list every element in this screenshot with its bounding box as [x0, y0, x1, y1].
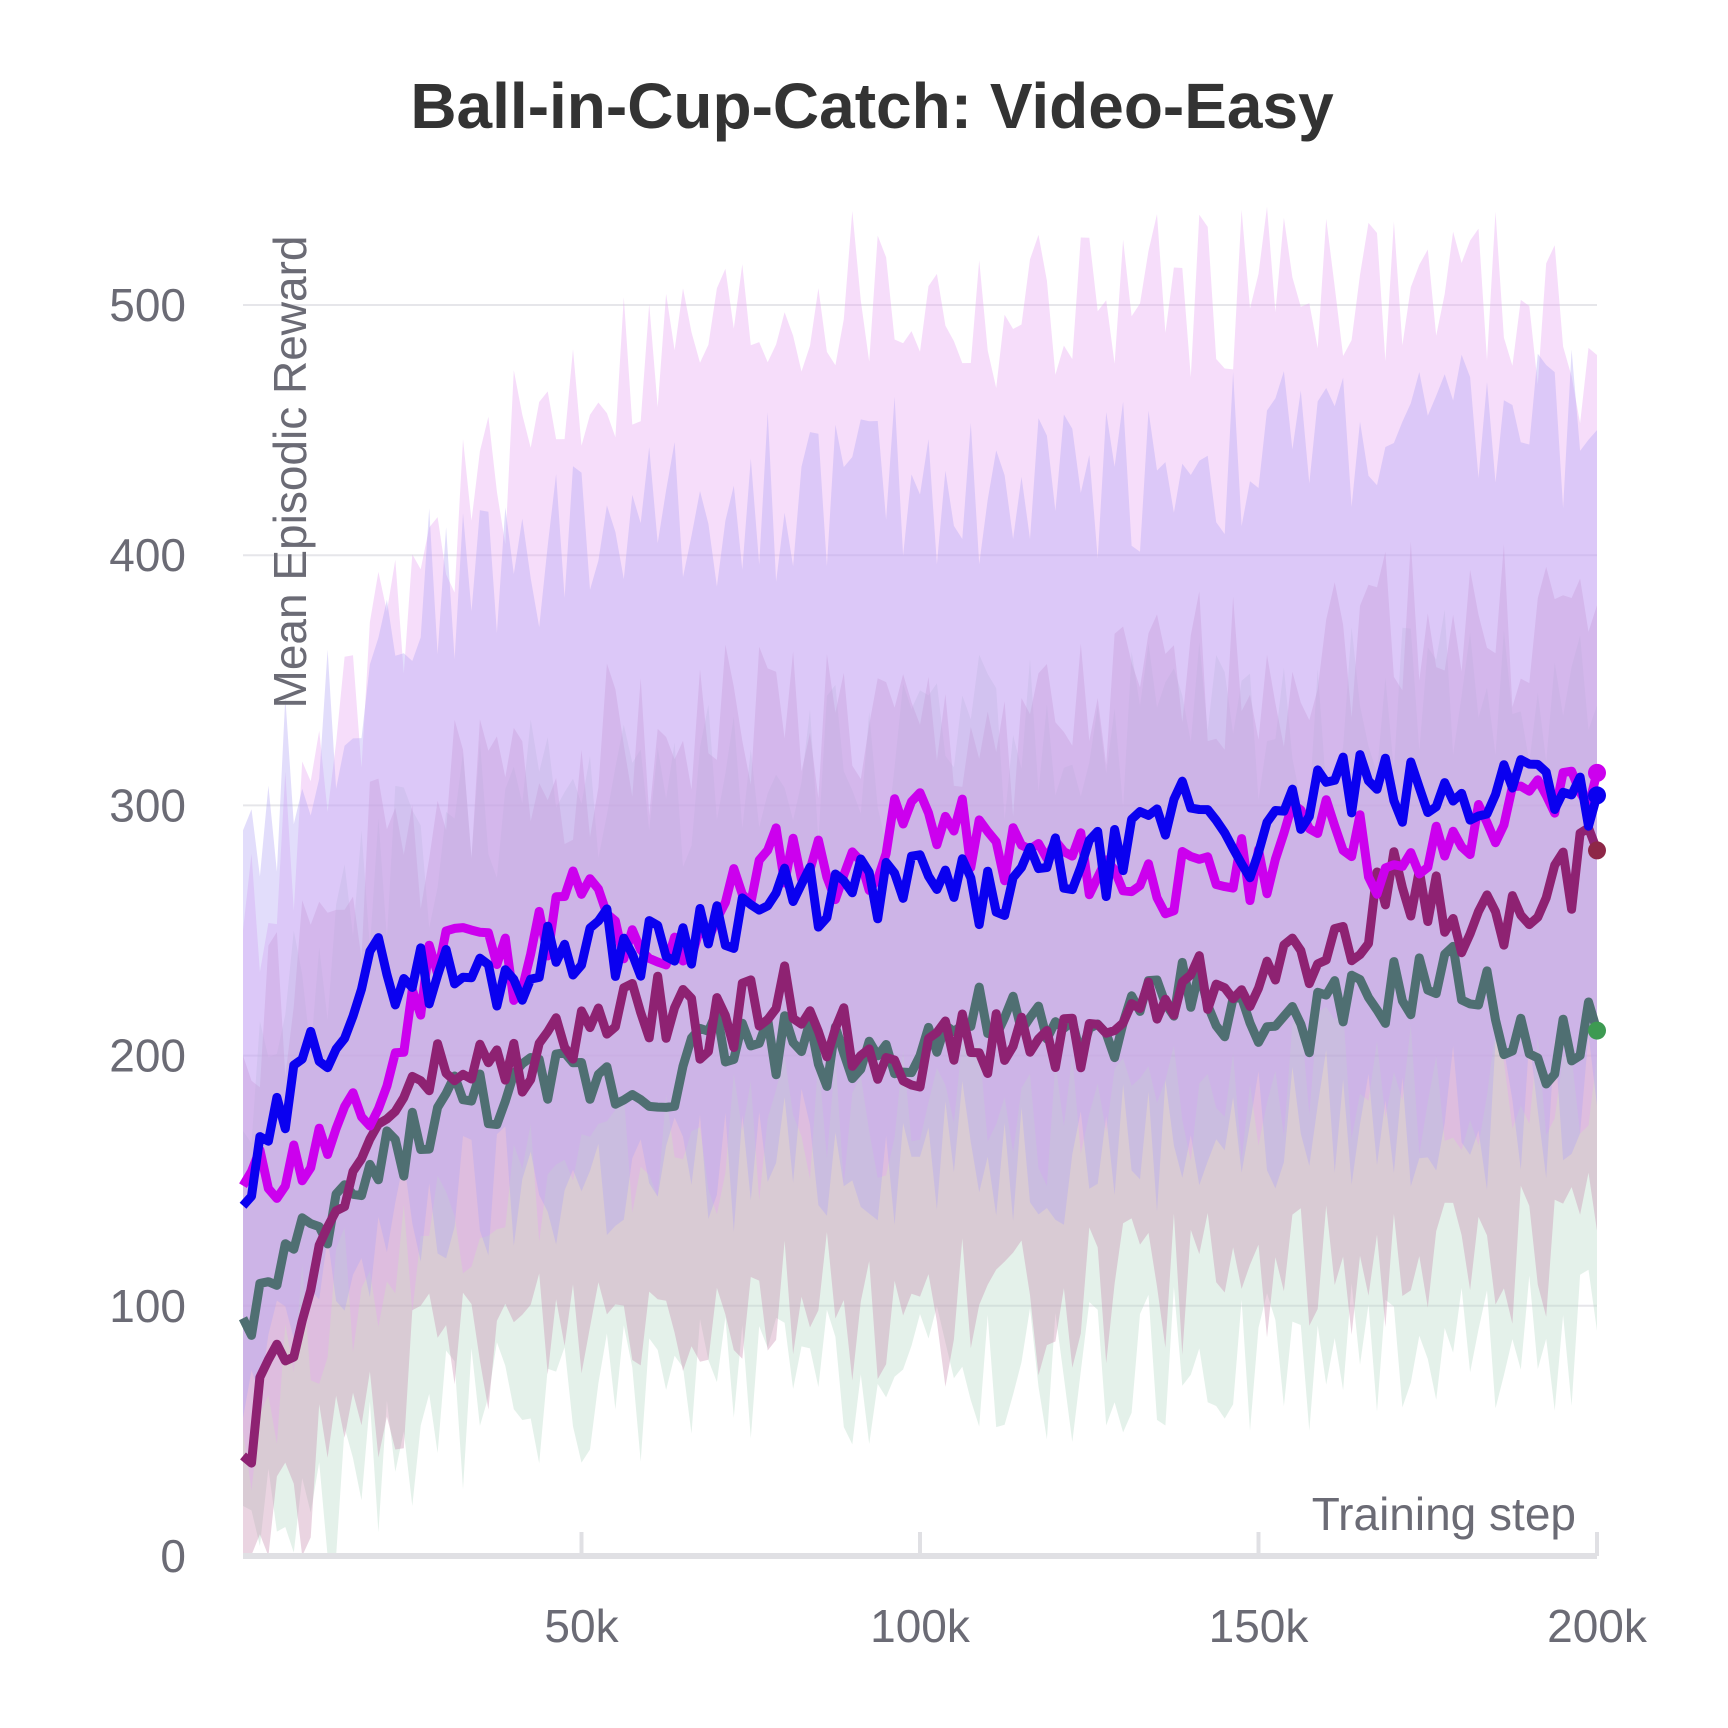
- chart-title: Ball-in-Cup-Catch: Video-Easy: [410, 70, 1334, 142]
- y-tick-label: 0: [160, 1530, 186, 1582]
- y-tick-label: 100: [109, 1280, 186, 1332]
- x-axis-label: Training step: [1312, 1488, 1576, 1540]
- y-axis-label: Mean Episodic Reward: [264, 235, 316, 708]
- band-magenta: [243, 206, 1597, 1491]
- line-slate: [238, 941, 1602, 1340]
- confidence-bands: [243, 206, 1597, 1556]
- x-tick-label: 100k: [870, 1600, 971, 1652]
- y-tick-label: 500: [109, 279, 186, 331]
- y-tick-label: 200: [109, 1030, 186, 1082]
- x-tick-label: 150k: [1209, 1600, 1310, 1652]
- x-tick-label: 200k: [1547, 1600, 1648, 1652]
- end-point-magenta: [1588, 763, 1606, 782]
- end-point-slate: [1588, 1021, 1606, 1040]
- axes: 0 100 200 300 400 500 50k 100k 150k 200k: [109, 279, 1648, 1652]
- line-blue: [239, 750, 1602, 1209]
- band-blue: [243, 349, 1597, 1419]
- line-magenta: [239, 766, 1602, 1203]
- y-tick-label: 400: [109, 529, 186, 581]
- grid: [243, 304, 1597, 1307]
- series-lines: [238, 750, 1606, 1468]
- y-tick-label: 300: [109, 779, 186, 831]
- x-tick-label: 50k: [544, 1600, 619, 1652]
- line-maroon: [240, 823, 1602, 1468]
- end-point-blue: [1588, 786, 1606, 805]
- end-point-maroon: [1588, 841, 1606, 860]
